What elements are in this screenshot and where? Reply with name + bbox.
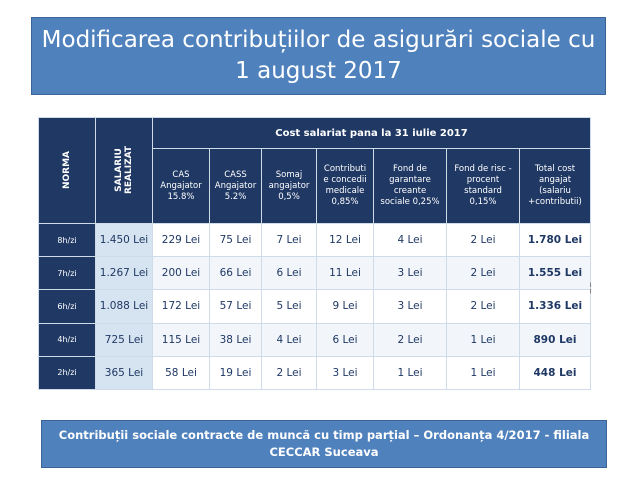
- footer-line-2: CECCAR Suceava: [269, 445, 379, 459]
- sub-header-line: angajator: [268, 180, 310, 191]
- sub-header-0: CAS Angajator 15.8%: [152, 148, 210, 224]
- sub-header-3: Contributi e concedii medicale 0,85%: [316, 148, 374, 224]
- contribution-cell: 12 Lei: [316, 222, 374, 258]
- sub-header-5: Fond de risc - procent standard 0,15%: [446, 148, 520, 224]
- sub-header-line: 15.8%: [167, 191, 195, 202]
- norma-cell: 8h/zi: [38, 222, 96, 258]
- slide-title: Modificarea contribuțiilor de asigurări …: [31, 17, 606, 95]
- title-line-1: Modificarea contribuțiilor de asigurări …: [41, 27, 596, 53]
- contribution-cell: 19 Lei: [209, 355, 262, 391]
- contribution-cell: 1 Lei: [446, 355, 520, 391]
- total-cost-cell: 1.780 Lei: [519, 222, 591, 258]
- norma-cell: 2h/zi: [38, 355, 96, 391]
- sub-header-line: medicale: [325, 186, 365, 196]
- table-body: 8h/zi 1.450 Lei 229 Lei 75 Lei 7 Lei 12 Lei 4 …: [38, 222, 591, 391]
- salary-cell: 365 Lei: [95, 355, 153, 391]
- contribution-cell: 115 Lei: [152, 322, 210, 357]
- contribution-cell: 1 Lei: [373, 355, 447, 391]
- contributions-table: NORMA SALARIU REALIZAT Cost salariat pana…: [38, 117, 591, 391]
- contribution-cell: 4 Lei: [373, 222, 447, 258]
- contribution-cell: 200 Lei: [152, 256, 210, 291]
- contribution-cell: 3 Lei: [373, 256, 447, 291]
- edge-mark: ¦: [589, 280, 593, 294]
- norma-cell: 6h/zi: [38, 289, 96, 324]
- header-norma: NORMA: [38, 117, 96, 224]
- sub-header-line: Angajator: [214, 180, 257, 191]
- contribution-cell: 2 Lei: [446, 222, 520, 258]
- sub-header-1: CASS Angajator 5.2%: [209, 148, 262, 224]
- footer-line-1: Contribuții sociale contracte de muncă c…: [58, 428, 590, 442]
- contribution-cell: 9 Lei: [316, 289, 374, 324]
- footer-caption: Contribuții sociale contracte de muncă c…: [41, 420, 607, 468]
- sub-header-line: 0,85%: [331, 197, 359, 207]
- contribution-cell: 38 Lei: [209, 322, 262, 357]
- sub-header-line: e concedii: [323, 175, 367, 185]
- total-cost-cell: 1.336 Lei: [519, 289, 591, 324]
- contribution-cell: 2 Lei: [446, 256, 520, 291]
- salary-cell: 1.267 Lei: [95, 256, 153, 291]
- contribution-cell: 3 Lei: [373, 289, 447, 324]
- contribution-cell: 58 Lei: [152, 355, 210, 391]
- table-row: 2h/zi 365 Lei 58 Lei 19 Lei 2 Lei 3 Lei 1 Lei 1…: [38, 355, 591, 391]
- contribution-cell: 2 Lei: [373, 322, 447, 357]
- contribution-cell: 2 Lei: [261, 355, 317, 391]
- table-row: 7h/zi 1.267 Lei 200 Lei 66 Lei 6 Lei 11 Lei 3 …: [38, 256, 591, 291]
- contribution-cell: 172 Lei: [152, 289, 210, 324]
- total-cost-cell: 448 Lei: [519, 355, 591, 391]
- sub-header-line: CASS: [224, 169, 247, 180]
- contribution-cell: 57 Lei: [209, 289, 262, 324]
- header-group-cost: Cost salariat pana la 31 iulie 2017: [152, 117, 591, 149]
- sub-header-line: procent: [466, 175, 500, 185]
- sub-header-line: Angajator: [160, 180, 202, 191]
- sub-header-2: Somaj angajator 0,5%: [261, 148, 317, 224]
- sub-header-line: 5.2%: [224, 191, 247, 202]
- contribution-cell: 229 Lei: [152, 222, 210, 258]
- sub-header-6: Total cost angajat (salariu +contributii): [519, 148, 591, 224]
- sub-header-line: sociale 0,25%: [380, 197, 440, 207]
- sub-header-line: angajat: [538, 175, 572, 185]
- contribution-cell: 11 Lei: [316, 256, 374, 291]
- sub-header-line: 0,15%: [469, 197, 497, 207]
- sub-header-line: Contributi: [323, 164, 367, 174]
- contribution-cell: 5 Lei: [261, 289, 317, 324]
- salary-cell: 725 Lei: [95, 322, 153, 357]
- contribution-cell: 75 Lei: [209, 222, 262, 258]
- contribution-cell: 4 Lei: [261, 322, 317, 357]
- sub-header-line: 0,5%: [278, 191, 300, 202]
- header-salary-label: SALARIU REALIZAT: [114, 145, 134, 195]
- title-line-2: 1 august 2017: [235, 58, 402, 84]
- total-cost-cell: 1.555 Lei: [519, 256, 591, 291]
- sub-header-line: creante: [393, 186, 427, 196]
- sub-header-line: Somaj: [275, 169, 303, 180]
- contribution-cell: 6 Lei: [261, 256, 317, 291]
- table-row: 6h/zi 1.088 Lei 172 Lei 57 Lei 5 Lei 9 Lei 3 L…: [38, 289, 591, 324]
- norma-cell: 7h/zi: [38, 256, 96, 291]
- sub-header-line: (salariu: [539, 186, 571, 196]
- sub-header-row: CAS Angajator 15.8% CASS Angajator 5.2% Somaj a…: [39, 148, 591, 224]
- contributions-table-wrap: NORMA SALARIU REALIZAT Cost salariat pana…: [38, 117, 591, 391]
- total-cost-cell: 890 Lei: [519, 322, 591, 357]
- contribution-cell: 7 Lei: [261, 222, 317, 258]
- sub-header-line: Total cost: [534, 164, 576, 174]
- contribution-cell: 1 Lei: [446, 322, 520, 357]
- table-row: 4h/zi 725 Lei 115 Lei 38 Lei 4 Lei 6 Lei 2 Lei…: [38, 322, 591, 357]
- salary-cell: 1.450 Lei: [95, 222, 153, 258]
- contribution-cell: 2 Lei: [446, 289, 520, 324]
- table-row: 8h/zi 1.450 Lei 229 Lei 75 Lei 7 Lei 12 Lei 4 …: [38, 222, 591, 258]
- contribution-cell: 6 Lei: [316, 322, 374, 357]
- salary-cell: 1.088 Lei: [95, 289, 153, 324]
- header-norma-label: NORMA: [61, 150, 72, 190]
- sub-header-line: CAS: [172, 169, 190, 180]
- sub-header-line: standard: [464, 186, 502, 196]
- sub-header-line: Fond de risc -: [454, 164, 512, 174]
- norma-cell: 4h/zi: [38, 322, 96, 357]
- sub-header-4: Fond de garantare creante sociale 0,25%: [373, 148, 447, 224]
- sub-header-line: Fond de: [393, 164, 427, 174]
- sub-header-line: +contributii): [528, 197, 582, 207]
- contribution-cell: 3 Lei: [316, 355, 374, 391]
- sub-header-line: garantare: [389, 175, 431, 185]
- header-salary: SALARIU REALIZAT: [95, 117, 153, 224]
- contribution-cell: 66 Lei: [209, 256, 262, 291]
